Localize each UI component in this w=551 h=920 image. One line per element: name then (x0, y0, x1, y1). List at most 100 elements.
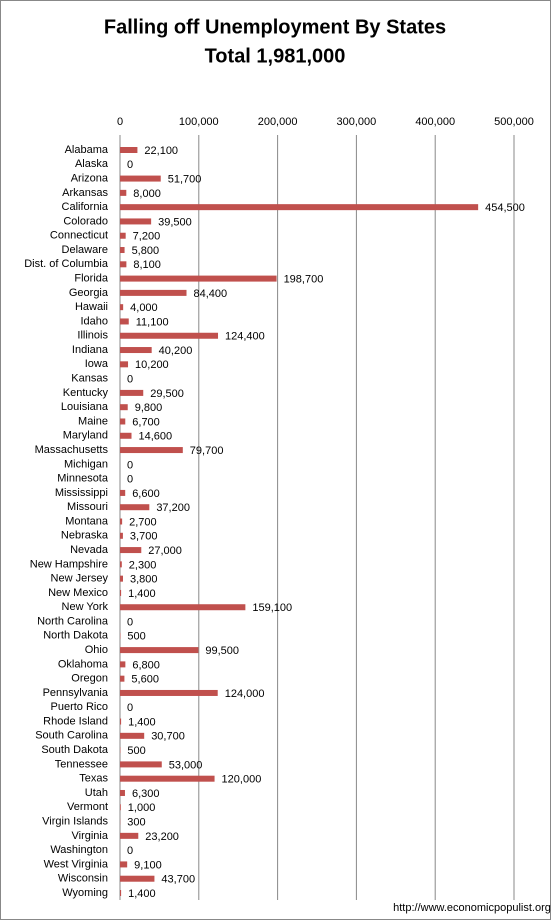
y-tick-label: Massachusetts (35, 444, 109, 456)
value-label: 79,700 (190, 445, 224, 457)
y-tick-label: Georgia (69, 287, 109, 299)
y-tick-label: Kansas (71, 373, 108, 385)
value-label: 99,500 (205, 645, 239, 657)
value-label: 51,700 (168, 173, 202, 185)
value-label: 300 (127, 816, 145, 828)
source: http://www.economicpopulist.org (393, 902, 551, 914)
bar (120, 761, 162, 768)
value-label: 454,500 (485, 202, 525, 214)
y-tick-label: Maryland (63, 430, 108, 442)
y-tick-label: North Dakota (43, 630, 109, 642)
y-tick-label: Arkansas (62, 187, 108, 199)
bar (120, 518, 123, 525)
y-tick-label: New Jersey (51, 573, 109, 585)
y-tick-label: Wisconsin (58, 873, 108, 885)
value-label: 6,300 (132, 788, 160, 800)
y-tick-label: Maine (78, 415, 108, 427)
bar (120, 661, 126, 668)
value-label: 124,000 (225, 688, 265, 700)
value-label: 7,200 (133, 231, 161, 243)
bar (120, 547, 142, 554)
bar (120, 389, 144, 396)
bar (120, 718, 122, 725)
value-label: 159,100 (252, 602, 292, 614)
bar (120, 247, 125, 254)
y-tick-label: Colorado (63, 215, 108, 227)
bar (120, 175, 161, 182)
bar (120, 775, 215, 782)
y-tick-label: Pennsylvania (43, 687, 109, 699)
bar (120, 218, 152, 225)
y-tick-label: Virginia (72, 830, 109, 842)
bar (120, 604, 246, 611)
y-tick-label: Michigan (64, 458, 108, 470)
bar (120, 432, 132, 439)
bar (120, 832, 139, 839)
value-label: 120,000 (222, 774, 262, 786)
value-label: 0 (127, 459, 133, 471)
value-label: 198,700 (284, 274, 324, 286)
bar (120, 232, 126, 239)
value-label: 1,400 (128, 588, 156, 600)
value-label: 500 (127, 745, 145, 757)
bar (120, 532, 123, 539)
value-label: 8,000 (133, 188, 161, 200)
y-tick-label: Mississippi (55, 487, 108, 499)
bar (120, 404, 128, 411)
value-label: 0 (127, 474, 133, 486)
value-label: 22,100 (144, 145, 178, 157)
value-label: 0 (127, 159, 133, 171)
value-label: 6,800 (132, 659, 160, 671)
y-tick-label: New Hampshire (30, 558, 108, 570)
x-tick-label: 200,000 (258, 116, 298, 128)
y-tick-label: Montana (65, 515, 109, 527)
value-label: 0 (127, 616, 133, 628)
value-label: 2,700 (129, 516, 157, 528)
y-tick-label: Washington (50, 844, 108, 856)
y-tick-label: Idaho (80, 315, 108, 327)
bar (120, 732, 145, 739)
y-tick-label: Arizona (71, 172, 109, 184)
y-tick-label: Missouri (67, 501, 108, 513)
y-tick-label: Alaska (75, 158, 109, 170)
bar (120, 861, 128, 868)
chart-subtitle: Total 1,981,000 (205, 45, 346, 67)
y-tick-label: Texas (79, 773, 108, 785)
y-tick-label: New Mexico (48, 587, 108, 599)
bar (120, 189, 127, 196)
y-tick-label: Minnesota (57, 473, 109, 485)
y-tick-label: Nevada (70, 544, 109, 556)
chart-title: Falling off Unemployment By States (104, 16, 446, 38)
x-tick-label: 500,000 (494, 116, 534, 128)
bar (120, 589, 122, 596)
value-label: 23,200 (145, 831, 179, 843)
bar (120, 890, 122, 896)
value-label: 40,200 (159, 345, 193, 357)
value-label: 6,600 (132, 488, 160, 500)
y-tick-label: Vermont (67, 801, 108, 813)
y-tick-label: Ohio (85, 644, 108, 656)
value-label: 3,700 (130, 531, 158, 543)
value-label: 3,800 (130, 574, 158, 586)
bar (120, 361, 129, 368)
bar (120, 489, 126, 496)
bar (120, 147, 138, 153)
y-tick-label: Connecticut (50, 230, 108, 242)
y-tick-label: Alabama (65, 144, 109, 156)
bar (120, 304, 124, 311)
y-tick-label: California (62, 201, 109, 213)
value-label: 9,800 (135, 402, 163, 414)
value-label: 500 (127, 631, 145, 643)
value-label: 124,400 (225, 331, 265, 343)
bar (120, 875, 155, 882)
y-tick-label: Florida (74, 273, 109, 285)
y-tick-label: Tennessee (55, 758, 108, 770)
x-tick-label: 300,000 (337, 116, 377, 128)
x-tick-label: 100,000 (179, 116, 219, 128)
value-label: 8,100 (133, 259, 161, 271)
bar (120, 447, 183, 454)
y-tick-label: Nebraska (61, 530, 109, 542)
value-label: 27,000 (148, 545, 182, 557)
value-label: 5,600 (131, 674, 159, 686)
